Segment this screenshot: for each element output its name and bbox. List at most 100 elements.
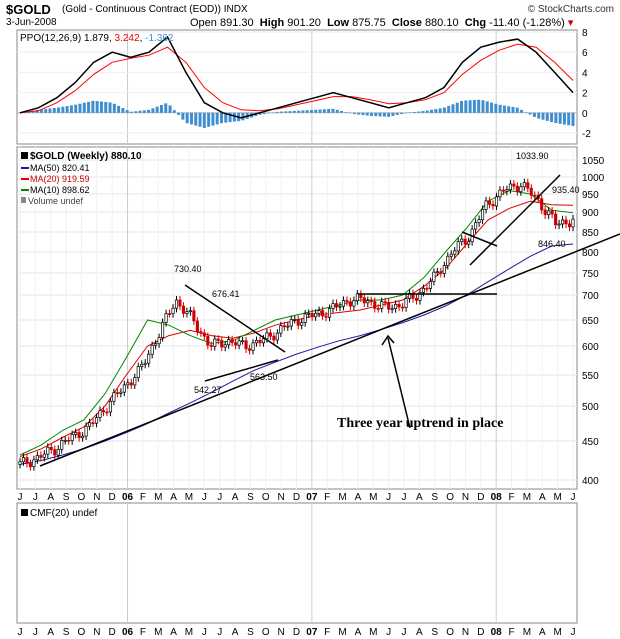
price-y-tick: 500 <box>582 402 599 413</box>
x-tick-label: J <box>571 627 576 638</box>
price-bar-body <box>91 422 95 424</box>
price-bar-body <box>407 292 412 299</box>
price-bar-body <box>289 319 293 327</box>
x-tick-label: A <box>232 627 239 638</box>
price-bar-body <box>258 339 262 344</box>
price-bar-body <box>522 182 526 188</box>
ppo-hist-bar <box>524 112 528 113</box>
price-bar-body <box>380 301 384 309</box>
ppo-hist-bar <box>485 101 489 113</box>
price-y-tick: 900 <box>582 208 599 219</box>
legend-ma50: MA(50) 820.41 <box>30 163 90 173</box>
price-bar-body <box>456 241 460 252</box>
x-tick-label: N <box>93 492 100 503</box>
ppo-hist-bar <box>344 112 348 113</box>
chg-value: -11.40 (-1.28%) <box>489 17 565 29</box>
price-bar-body <box>115 392 119 394</box>
annotation-arrow-shaft <box>387 337 411 429</box>
high-value: 901.20 <box>287 17 321 29</box>
ppo-hist-bar <box>74 104 78 113</box>
x-tick-label: D <box>477 627 484 638</box>
price-bar-body <box>220 340 224 348</box>
x-tick-label: J <box>402 492 407 503</box>
ppo-hist-bar <box>185 112 189 124</box>
price-bar-body <box>181 305 186 314</box>
price-bar-body <box>133 377 137 386</box>
x-tick-label: 08 <box>491 627 503 638</box>
price-bar-body <box>477 219 481 223</box>
price-bar-body <box>554 213 558 226</box>
price-bar-body <box>18 461 22 465</box>
x-tick-label: F <box>140 627 146 638</box>
ppo-panel-frame <box>16 29 578 145</box>
price-bar-body <box>81 435 85 439</box>
ppo-hist-bar <box>498 104 502 113</box>
price-bar-body <box>310 313 314 318</box>
price-label-1: 730.40 <box>174 264 202 274</box>
ppo-hist-bar <box>168 105 172 113</box>
price-bar-body <box>254 339 259 344</box>
price-bar-body <box>42 453 46 458</box>
ppo-hist-bar <box>228 112 232 123</box>
x-tick-label: N <box>462 492 469 503</box>
price-bar-body <box>428 281 432 289</box>
x-tick-label: J <box>33 492 38 503</box>
price-bar-body <box>543 209 547 216</box>
x-tick-label: A <box>539 627 546 638</box>
annotation-text: Three year uptrend in place <box>337 416 503 431</box>
ppo-hist-bar <box>314 109 318 113</box>
x-tick-label: M <box>553 492 561 503</box>
x-tick-label: J <box>33 627 38 638</box>
ppo-hist-bar <box>194 112 198 126</box>
ppo-hist-bar <box>472 100 476 113</box>
ppo-hist-bar <box>297 110 301 113</box>
x-tick-label: O <box>262 492 270 503</box>
price-bar-body <box>216 338 220 341</box>
price-bar-body <box>345 300 349 303</box>
support-line-2006 <box>204 359 279 382</box>
ppo-hist-bar <box>442 107 446 113</box>
ppo-hist-bar <box>159 105 163 113</box>
x-tick-label: F <box>140 492 146 503</box>
price-bar-body <box>501 189 505 192</box>
legend-volume: Volume undef <box>28 196 84 206</box>
ppo-hist-bar <box>352 112 356 115</box>
ppo-y-tick: 8 <box>582 28 588 39</box>
ppo-hist-bar <box>108 102 112 113</box>
price-bar-body <box>213 338 217 347</box>
x-tick-label: A <box>170 627 177 638</box>
price-bar-body <box>293 318 297 321</box>
x-tick-label: M <box>154 627 162 638</box>
ppo-hist-bar <box>490 102 494 113</box>
price-bar-body <box>161 322 165 338</box>
price-bar-body <box>526 182 530 189</box>
price-bar-body <box>529 187 533 196</box>
price-bar-body <box>317 310 321 314</box>
cmf-legend-swatch <box>21 509 28 516</box>
x-tick-label: M <box>154 492 162 503</box>
ppo-hist-bar <box>468 100 472 113</box>
ppo-hist-bar <box>215 112 219 125</box>
price-bar-body <box>199 331 203 334</box>
price-bar-body <box>282 325 286 328</box>
price-bar-body <box>188 310 192 313</box>
ppo-hist-bar <box>434 109 438 113</box>
price-bar-body <box>508 183 512 190</box>
ppo-hist-bar <box>361 112 365 116</box>
price-bar-body <box>533 194 537 197</box>
price-bar-body <box>56 449 60 456</box>
x-tick-label: A <box>47 627 54 638</box>
ppo-hist-bar <box>121 107 125 113</box>
price-y-tick: 550 <box>582 371 599 382</box>
price-bar-body <box>28 463 32 468</box>
ppo-hist-bar <box>262 112 266 115</box>
price-bar-body <box>449 253 453 257</box>
price-label-3: 542.27 <box>194 385 222 395</box>
ppo-hist-bar <box>554 112 558 124</box>
price-bars <box>18 178 575 471</box>
price-bar-body <box>366 300 370 304</box>
price-bar-body <box>140 363 144 367</box>
price-bar-body <box>439 271 443 274</box>
price-bar-body <box>105 411 109 414</box>
